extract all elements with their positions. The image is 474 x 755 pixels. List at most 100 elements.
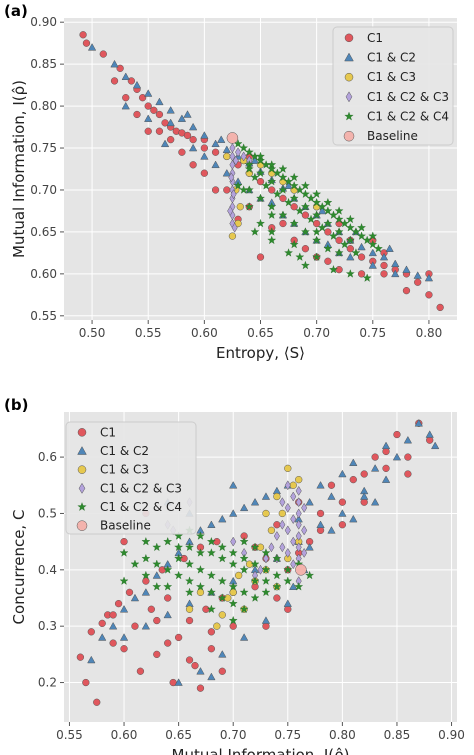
data-point xyxy=(160,139,170,148)
data-point xyxy=(338,521,347,529)
data-point xyxy=(334,206,344,215)
data-point xyxy=(218,667,226,675)
data-point xyxy=(200,169,209,177)
y-tick-label: 0.55 xyxy=(30,309,57,323)
y-tick-label: 0.5 xyxy=(38,506,57,520)
data-point xyxy=(261,492,271,500)
data-point xyxy=(206,604,216,614)
data-point xyxy=(346,252,355,261)
data-point xyxy=(147,605,155,613)
x-tick-label: 0.60 xyxy=(191,326,218,340)
data-point xyxy=(239,604,249,614)
data-point xyxy=(267,160,277,169)
data-point xyxy=(239,537,249,546)
legend-marker xyxy=(344,33,354,43)
data-point xyxy=(227,205,234,216)
data-point xyxy=(403,435,413,444)
data-point xyxy=(284,502,291,513)
data-point xyxy=(272,168,282,177)
legend-entry: C1 & C3 xyxy=(100,463,149,477)
data-point xyxy=(278,172,288,182)
data-point xyxy=(76,653,85,661)
data-point xyxy=(368,231,378,240)
data-point xyxy=(152,582,162,591)
panel-label: (b) xyxy=(4,396,28,414)
data-point xyxy=(306,193,316,203)
data-point xyxy=(289,181,299,190)
data-point xyxy=(110,59,119,68)
data-point xyxy=(196,548,205,557)
data-point xyxy=(250,542,260,552)
data-point xyxy=(284,525,291,536)
y-tick-label: 0.75 xyxy=(30,141,57,155)
data-point xyxy=(228,559,238,568)
data-point xyxy=(196,588,205,597)
legend-entry: Baseline xyxy=(367,129,418,143)
data-point xyxy=(228,232,237,240)
x-tick-label: 0.65 xyxy=(247,326,274,340)
data-point xyxy=(235,571,243,580)
data-point xyxy=(167,135,175,144)
data-point xyxy=(278,185,288,194)
data-point xyxy=(301,502,308,513)
data-point xyxy=(153,616,161,625)
data-point xyxy=(164,594,172,602)
data-point xyxy=(404,453,412,461)
data-point xyxy=(272,582,282,591)
data-point xyxy=(206,548,216,557)
data-point xyxy=(436,303,444,312)
x-tick-label: 0.60 xyxy=(111,728,138,742)
data-point xyxy=(381,441,391,450)
data-point xyxy=(262,622,270,630)
data-point xyxy=(87,43,97,51)
data-point xyxy=(217,593,227,602)
data-point xyxy=(289,481,297,489)
data-point xyxy=(329,265,338,274)
data-point xyxy=(402,265,411,273)
data-point xyxy=(301,227,310,236)
data-point xyxy=(206,570,216,580)
data-point xyxy=(284,464,292,473)
data-point xyxy=(357,223,366,232)
data-point xyxy=(239,587,249,597)
data-point xyxy=(185,616,194,625)
data-point xyxy=(392,452,402,461)
data-point xyxy=(228,599,238,608)
data-point xyxy=(93,698,101,706)
x-axis-label: Mutual Information, I(ρ̂) xyxy=(172,746,350,755)
data-point xyxy=(327,492,336,500)
data-point xyxy=(202,605,210,613)
data-point xyxy=(289,172,299,182)
data-point xyxy=(289,218,299,228)
data-point xyxy=(290,491,297,502)
data-point xyxy=(206,587,216,597)
data-point xyxy=(414,278,422,286)
data-point xyxy=(174,542,184,552)
data-point xyxy=(109,639,117,647)
data-point xyxy=(211,148,220,156)
data-point xyxy=(99,50,107,58)
data-point xyxy=(153,650,161,659)
data-point xyxy=(312,252,322,261)
legend: C1 C1 & C2 C1 & C3 C1 & C2 & C3 C1 & C2 & C4… xyxy=(332,26,454,146)
data-point xyxy=(317,202,327,211)
data-point xyxy=(163,565,173,574)
data-point xyxy=(250,559,260,568)
data-point xyxy=(256,543,265,551)
data-point xyxy=(324,257,332,265)
data-point xyxy=(244,164,254,173)
data-point xyxy=(191,661,199,670)
y-tick-label: 0.90 xyxy=(30,15,57,29)
data-point xyxy=(295,519,302,530)
data-point xyxy=(239,503,249,512)
data-point xyxy=(305,497,314,506)
data-point xyxy=(404,470,412,478)
data-point xyxy=(391,259,400,268)
data-point xyxy=(177,114,187,122)
data-point xyxy=(256,177,265,186)
data-point xyxy=(257,564,264,575)
data-point xyxy=(373,244,383,253)
data-point xyxy=(301,211,310,219)
data-point xyxy=(144,102,152,110)
